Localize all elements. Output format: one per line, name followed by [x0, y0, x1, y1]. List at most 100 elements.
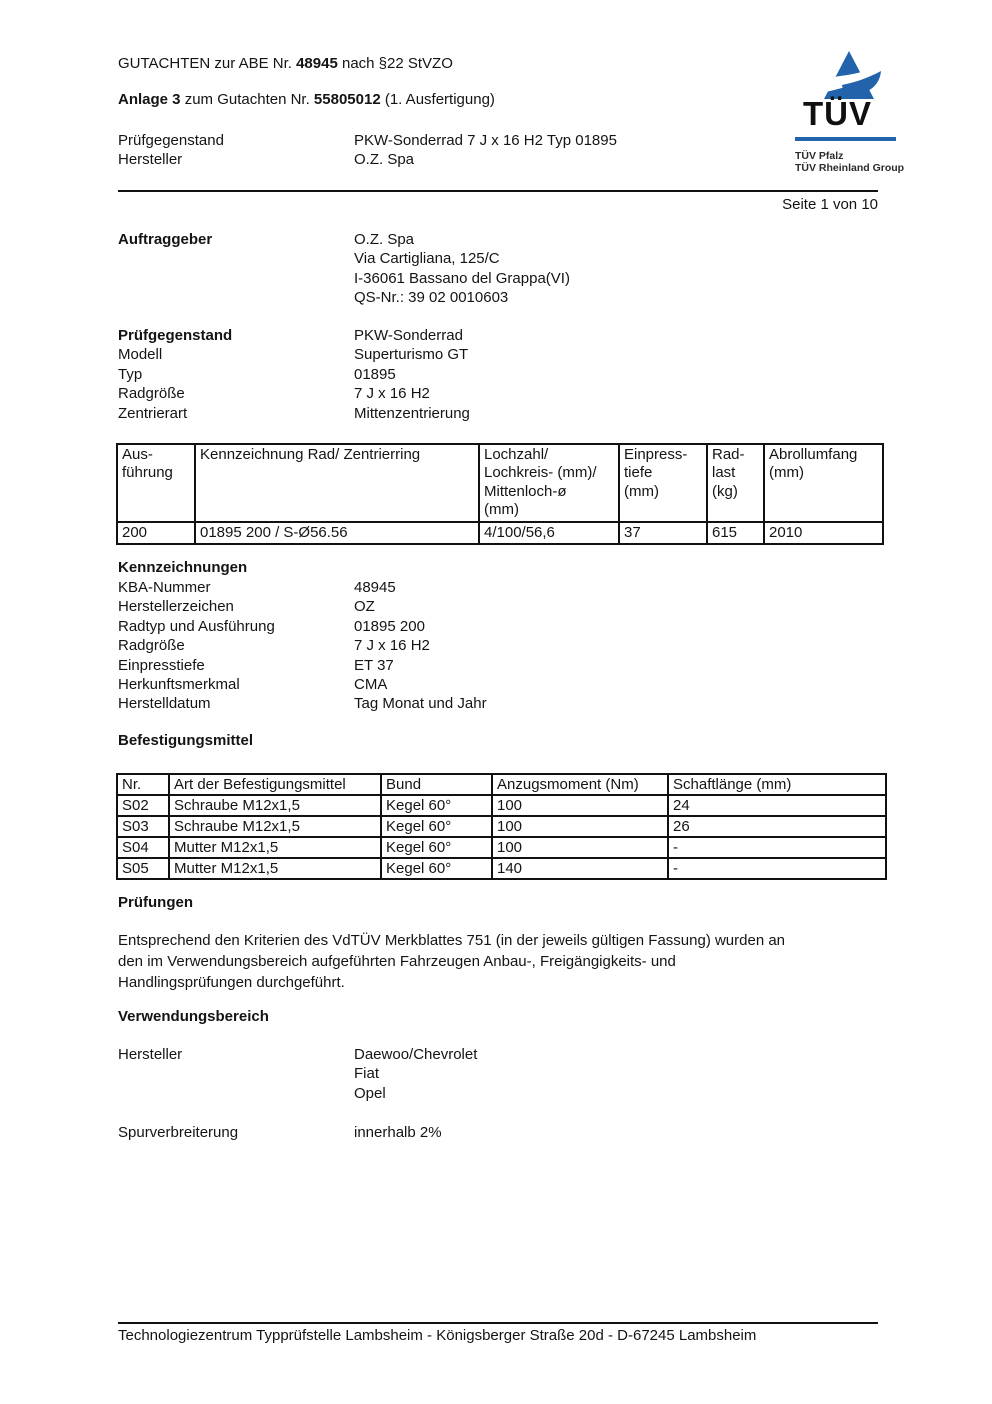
wheel-table-header-row: Aus- führung Kennzeichnung Rad/ Zentrier… [116, 443, 884, 523]
radtyp-label: Radtyp und Ausführung [118, 617, 275, 635]
fastener-row-s04: S04 Mutter M12x1,5 Kegel 60° 100 - [116, 836, 887, 859]
herstellerzeichen-value: OZ [354, 598, 375, 616]
radtyp-value: 01895 200 [354, 617, 425, 635]
scope-title: Verwendungsbereich [118, 1008, 269, 1025]
test-object-value: PKW-Sonderrad [354, 327, 463, 344]
track-widening-label: Spurverbreiterung [118, 1124, 239, 1141]
header-values: PKW-Sonderrad 7 J x 16 H2 Typ 01895 O.Z.… [354, 131, 617, 170]
wheel-table-data-row: 200 01895 200 / S-Ø56.56 4/100/56,6 37 6… [116, 520, 884, 546]
logo-region-text: TÜV Pfalz [795, 150, 844, 162]
s05-schaft: - [667, 857, 887, 880]
herstelldatum-value: Tag Monat und Jahr [354, 695, 487, 713]
logo-group-text: TÜV Rheinland Group [795, 162, 905, 174]
type-label: Typ [118, 365, 143, 383]
col-nr: Nr. [116, 773, 170, 796]
header-labels: Prüfgegenstand Hersteller [118, 131, 224, 170]
lochzahl-value: 4/100/56,6 [478, 520, 620, 546]
fasteners-header-row: Nr. Art der Befestigungsmittel Bund Anzu… [116, 773, 887, 796]
s04-schaft: - [667, 836, 887, 859]
header-hersteller-label: Hersteller [118, 151, 183, 169]
test-object-values: PKW-Sonderrad Superturismo GT 01895 7 J … [354, 326, 470, 423]
s02-moment: 100 [491, 794, 669, 817]
s02-bund: Kegel 60° [380, 794, 493, 817]
tuv-triangle-icon [813, 51, 885, 99]
s05-bund: Kegel 60° [380, 857, 493, 880]
kennzeichnung-value: 01895 200 / S-Ø56.56 [194, 520, 480, 546]
scope-make-3: Opel [354, 1084, 386, 1102]
centering-value: Mittenzentrierung [354, 404, 470, 422]
s05-moment: 140 [491, 857, 669, 880]
type-value: 01895 [354, 365, 396, 383]
scope-make-1: Daewoo/Chevrolet [354, 1046, 478, 1063]
tests-paragraph-line3: Handlingsprüfungen durchgeführt. [118, 974, 345, 991]
fastener-row-s03: S03 Schraube M12x1,5 Kegel 60° 100 26 [116, 815, 887, 838]
wheel-size-value: 7 J x 16 H2 [354, 385, 430, 403]
col-bund: Bund [380, 773, 493, 796]
client-name: O.Z. Spa [354, 231, 415, 248]
document-title-line: GUTACHTEN zur ABE Nr. 48945 nach §22 StV… [118, 55, 453, 72]
s02-nr: S02 [116, 794, 170, 817]
s03-moment: 100 [491, 815, 669, 838]
s05-art: Mutter M12x1,5 [168, 857, 382, 880]
client-label: Auftraggeber [118, 231, 213, 248]
herstellerzeichen-label: Herstellerzeichen [118, 598, 234, 616]
col-einpresstiefe: Einpress- tiefe (mm) [618, 443, 708, 523]
annex-label: Anlage 3 [118, 91, 181, 108]
s03-art: Schraube M12x1,5 [168, 815, 382, 838]
s03-bund: Kegel 60° [380, 815, 493, 838]
col-radlast: Rad- last (kg) [706, 443, 765, 523]
herkunft-label: Herkunftsmerkmal [118, 676, 240, 694]
tests-title: Prüfungen [118, 894, 193, 911]
fasteners-title: Befestigungsmittel [118, 732, 254, 749]
wheel-spec-table: Aus- führung Kennzeichnung Rad/ Zentrier… [116, 443, 884, 546]
title-post: nach §22 StVZO [337, 55, 453, 72]
herstelldatum-label: Herstelldatum [118, 695, 211, 713]
logo-underline [795, 137, 896, 141]
radgroesse-label: Radgröße [118, 637, 185, 655]
ausfuehrung-value: 200 [116, 520, 196, 546]
tests-paragraph-line1: Entsprechend den Kriterien des VdTÜV Mer… [118, 932, 786, 949]
footer-address: Technologiezentrum Typprüfstelle Lambshe… [118, 1327, 757, 1344]
tests-paragraph-line2: den im Verwendungsbereich aufgeführten F… [118, 953, 676, 970]
abe-number: 48945 [296, 55, 338, 72]
scope-make-2: Fiat [354, 1065, 380, 1083]
s03-nr: S03 [116, 815, 170, 838]
wheel-size-label: Radgröße [118, 385, 185, 403]
client-address: O.Z. Spa Via Cartigliana, 125/C I-36061 … [354, 230, 570, 308]
abrollumfang-value: 2010 [763, 520, 884, 546]
markings-labels: KBA-Nummer Herstellerzeichen Radtyp und … [118, 578, 275, 714]
fastener-row-s05: S05 Mutter M12x1,5 Kegel 60° 140 - [116, 857, 887, 880]
tests-paragraph: Entsprechend den Kriterien des VdTÜV Mer… [118, 930, 888, 993]
tuv-wordmark: TÜV [803, 95, 872, 132]
markings-values: 48945 OZ 01895 200 7 J x 16 H2 ET 37 CMA… [354, 578, 487, 714]
client-street: Via Cartigliana, 125/C [354, 250, 500, 268]
radgroesse-value: 7 J x 16 H2 [354, 637, 430, 655]
col-ausfuehrung: Aus- führung [116, 443, 196, 523]
col-kennzeichnung: Kennzeichnung Rad/ Zentrierring [194, 443, 480, 523]
client-city: I-36061 Bassano del Grappa(VI) [354, 269, 570, 287]
header-divider [118, 190, 878, 192]
client-qs-number: QS-Nr.: 39 02 0010603 [354, 289, 509, 307]
fastener-row-s02: S02 Schraube M12x1,5 Kegel 60° 100 24 [116, 794, 887, 817]
col-art: Art der Befestigungsmittel [168, 773, 382, 796]
s02-schaft: 24 [667, 794, 887, 817]
et-value: ET 37 [354, 656, 394, 674]
et-label: Einpresstiefe [118, 656, 205, 674]
annex-mid: zum Gutachten Nr. [180, 91, 314, 108]
gutachten-number: 55805012 [313, 91, 381, 108]
col-abrollumfang: Abrollumfang (mm) [763, 443, 884, 523]
footer-divider [118, 1322, 878, 1324]
radlast-value: 615 [706, 520, 765, 546]
kba-value: 48945 [354, 579, 396, 596]
s05-nr: S05 [116, 857, 170, 880]
header-pruefgegenstand-value: PKW-Sonderrad 7 J x 16 H2 Typ 01895 [354, 132, 617, 149]
col-anzugsmoment: Anzugsmoment (Nm) [491, 773, 669, 796]
header-hersteller-value: O.Z. Spa [354, 151, 415, 169]
s04-nr: S04 [116, 836, 170, 859]
markings-title: Kennzeichnungen [118, 559, 248, 576]
s03-schaft: 26 [667, 815, 887, 838]
kba-label: KBA-Nummer [118, 579, 211, 596]
s04-moment: 100 [491, 836, 669, 859]
model-value: Superturismo GT [354, 346, 469, 364]
